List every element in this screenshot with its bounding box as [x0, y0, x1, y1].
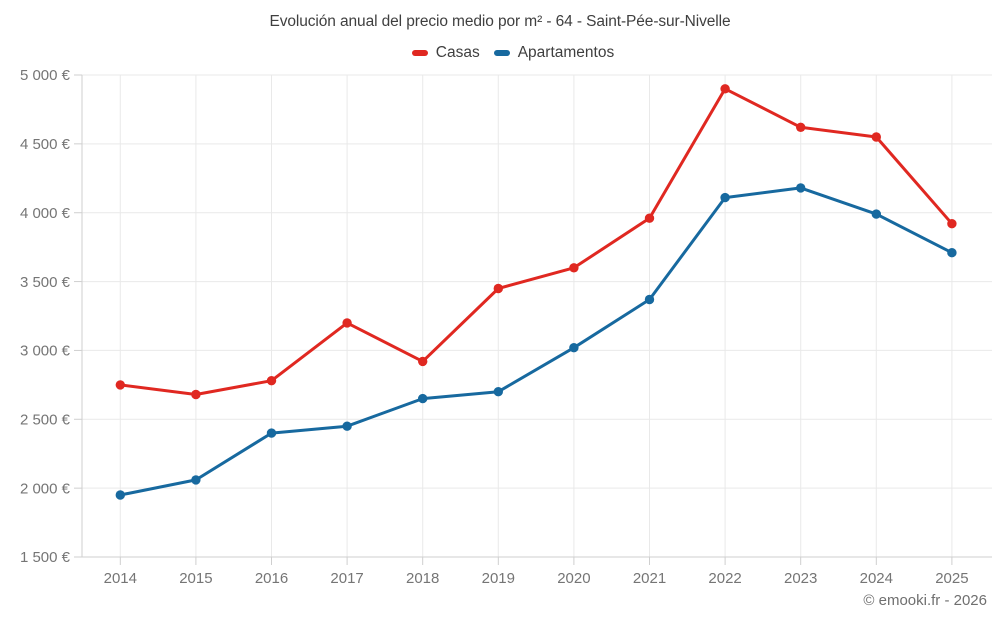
marker-apartamentos-2017[interactable]	[342, 421, 352, 431]
marker-casas-2022[interactable]	[720, 84, 730, 94]
y-axis-label: 4 500 €	[20, 136, 71, 153]
x-axis-label: 2021	[633, 570, 666, 587]
legend-label: Apartamentos	[517, 44, 615, 61]
x-axis-label: 2023	[784, 570, 817, 587]
marker-casas-2024[interactable]	[871, 132, 881, 142]
legend-item-casas[interactable]: Casas	[411, 44, 480, 62]
x-axis-label: 2020	[557, 570, 590, 587]
y-axis-label: 3 000 €	[20, 343, 71, 360]
x-axis-label: 2024	[860, 570, 893, 587]
copyright-credit: © emooki.fr - 2026	[863, 592, 987, 609]
legend-swatch-icon	[411, 50, 428, 56]
marker-apartamentos-2016[interactable]	[266, 428, 277, 438]
x-axis-label: 2017	[330, 570, 363, 587]
marker-casas-2023[interactable]	[796, 122, 806, 132]
x-axis-label: 2018	[406, 570, 439, 587]
y-axis-label: 1 500 €	[20, 549, 71, 566]
marker-casas-2021[interactable]	[644, 213, 655, 223]
chart-title: Evolución anual del precio medio por m² …	[269, 13, 731, 30]
chart-legend: Casas Apartamentos	[0, 44, 1000, 62]
legend-item-apartamentos[interactable]: Apartamentos	[493, 44, 615, 62]
legend-label: Casas	[435, 44, 480, 61]
y-axis-label: 2 000 €	[20, 480, 71, 497]
y-axis-label: 2 500 €	[20, 411, 71, 428]
marker-apartamentos-2020[interactable]	[569, 343, 579, 353]
x-axis-label: 2014	[104, 570, 137, 587]
marker-casas-2015[interactable]	[191, 389, 201, 400]
x-axis-label: 2015	[179, 570, 212, 587]
marker-apartamentos-2021[interactable]	[644, 294, 655, 305]
x-axis-label: 2022	[708, 570, 741, 587]
marker-apartamentos-2025[interactable]	[947, 248, 957, 258]
x-axis-label: 2016	[255, 570, 288, 587]
x-axis-label: 2019	[482, 570, 515, 587]
marker-apartamentos-2018[interactable]	[418, 393, 428, 404]
legend-swatch-icon	[493, 50, 510, 56]
marker-apartamentos-2022[interactable]	[720, 192, 730, 203]
marker-apartamentos-2024[interactable]	[871, 209, 881, 219]
marker-casas-2025[interactable]	[947, 219, 957, 229]
y-axis-label: 4 000 €	[20, 205, 71, 222]
marker-casas-2020[interactable]	[569, 263, 579, 273]
marker-casas-2019[interactable]	[493, 283, 503, 294]
marker-apartamentos-2023[interactable]	[796, 183, 806, 193]
y-axis-label: 5 000 €	[20, 67, 71, 84]
marker-casas-2018[interactable]	[418, 356, 428, 367]
series-line-casas	[118, 87, 954, 396]
series-line-apartamentos	[118, 186, 954, 497]
y-axis-label: 3 500 €	[20, 274, 71, 291]
marker-casas-2017[interactable]	[342, 318, 352, 328]
marker-casas-2014[interactable]	[115, 380, 126, 390]
marker-apartamentos-2015[interactable]	[191, 475, 201, 485]
marker-casas-2016[interactable]	[266, 376, 277, 386]
marker-apartamentos-2014[interactable]	[115, 490, 126, 500]
marker-apartamentos-2019[interactable]	[493, 387, 503, 397]
x-axis-label: 2025	[935, 570, 968, 587]
